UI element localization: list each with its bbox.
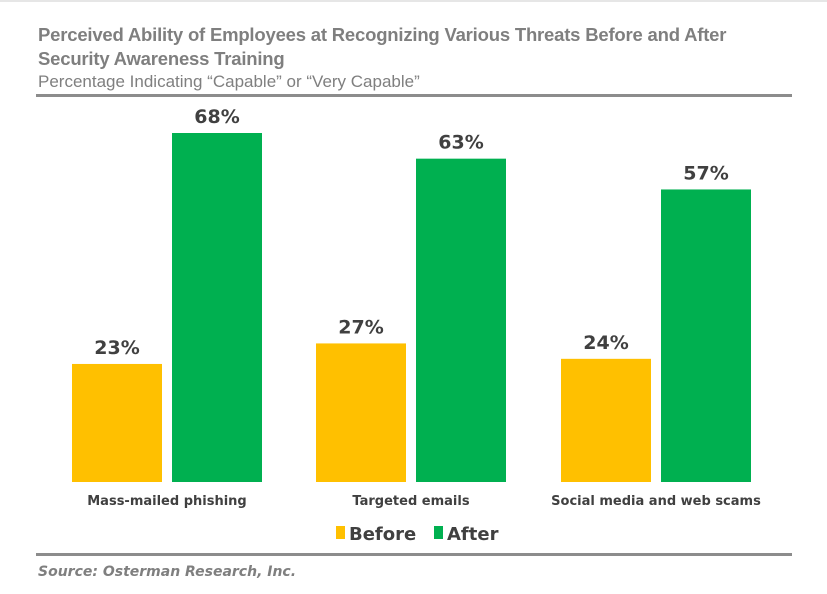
legend-swatch-after: [434, 526, 443, 539]
legend-label: Before: [349, 524, 416, 545]
legend-swatch-before: [336, 526, 345, 539]
category-label: Targeted emails: [352, 494, 469, 509]
data-label: 23%: [94, 337, 139, 359]
bar-after: [172, 133, 262, 482]
category-label: Mass-mailed phishing: [87, 494, 247, 509]
top-divider: [36, 94, 792, 97]
data-label: 68%: [194, 106, 239, 128]
bar-after: [416, 158, 506, 483]
category-label: Social media and web scams: [551, 494, 761, 509]
bottom-divider: [36, 553, 792, 556]
legend-label: After: [447, 524, 499, 545]
source-note: Source: Osterman Research, Inc.: [38, 564, 297, 580]
data-label: 63%: [438, 132, 483, 154]
data-label: 57%: [683, 162, 728, 184]
bar-after: [661, 189, 751, 483]
bar-before: [316, 343, 406, 482]
chart-subtitle: Percentage Indicating “Capable” or “Very…: [38, 72, 420, 91]
bar-before: [72, 363, 162, 482]
bar-before: [561, 358, 651, 482]
chart-title: Perceived Ability of Employees at Recogn…: [38, 24, 727, 69]
data-label: 24%: [583, 332, 628, 354]
data-label: 27%: [338, 316, 383, 338]
